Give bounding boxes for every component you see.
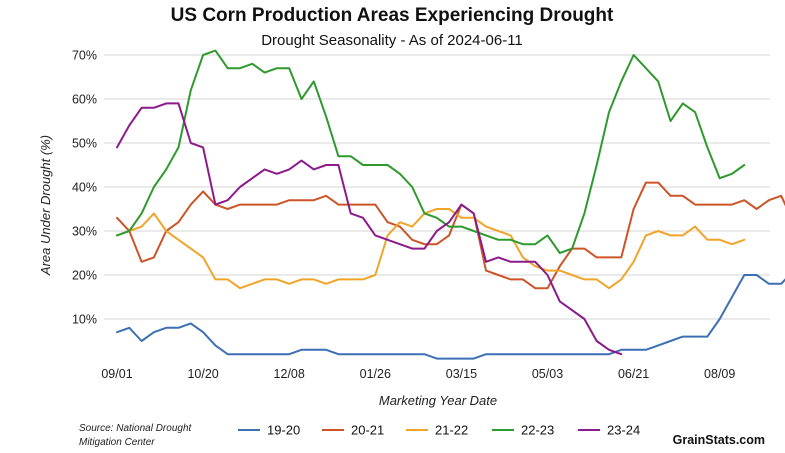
- x-tick-label: 06/21: [618, 367, 649, 381]
- y-tick-label: 60%: [72, 93, 97, 107]
- series-line-22-23: [116, 49, 746, 254]
- y-tick-label: 40%: [72, 181, 97, 195]
- y-tick-label: 20%: [72, 269, 97, 283]
- legend-label-22-23: 22-23: [521, 423, 554, 438]
- y-tick-label: 10%: [72, 313, 97, 327]
- x-axis-ticks: 09/01 10/20 12/08 01/26 03/15 05/03 06/21 08/09: [101, 367, 735, 381]
- legend-label-23-24: 23-24: [607, 423, 640, 438]
- gridlines: [104, 54, 770, 320]
- series-line-19-20: [116, 274, 785, 360]
- x-tick-label: 05/03: [532, 367, 563, 381]
- series-line-21-22: [116, 208, 746, 290]
- series-line-23-24: [116, 102, 623, 356]
- y-axis-ticks: 10% 20% 30% 40% 50% 60% 70%: [72, 49, 97, 327]
- x-tick-label: 01/26: [360, 367, 391, 381]
- x-axis-label: Marketing Year Date: [379, 393, 497, 408]
- y-tick-label: 30%: [72, 225, 97, 239]
- legend: 19-20 20-21 21-22 22-23 23-24: [238, 423, 640, 438]
- x-tick-label: 08/09: [704, 367, 735, 381]
- source-line-1: Source: National Drought: [79, 423, 193, 434]
- legend-label-21-22: 21-22: [435, 423, 468, 438]
- series-lines: [116, 49, 785, 360]
- chart-subtitle: Drought Seasonality - As of 2024-06-11: [261, 32, 523, 49]
- x-tick-label: 12/08: [274, 367, 305, 381]
- x-tick-label: 09/01: [101, 367, 132, 381]
- chart-title: US Corn Production Areas Experiencing Dr…: [171, 5, 614, 26]
- x-tick-label: 03/15: [446, 367, 477, 381]
- y-tick-label: 50%: [72, 137, 97, 151]
- legend-label-19-20: 19-20: [267, 423, 300, 438]
- source-line-2: Mitigation Center: [79, 437, 155, 448]
- y-tick-label: 70%: [72, 49, 97, 63]
- y-axis-label: Area Under Drought (%): [38, 135, 53, 276]
- x-tick-label: 10/20: [187, 367, 218, 381]
- brand-label: GrainStats.com: [673, 433, 765, 447]
- legend-label-20-21: 20-21: [351, 423, 384, 438]
- series-line-20-21: [116, 181, 785, 290]
